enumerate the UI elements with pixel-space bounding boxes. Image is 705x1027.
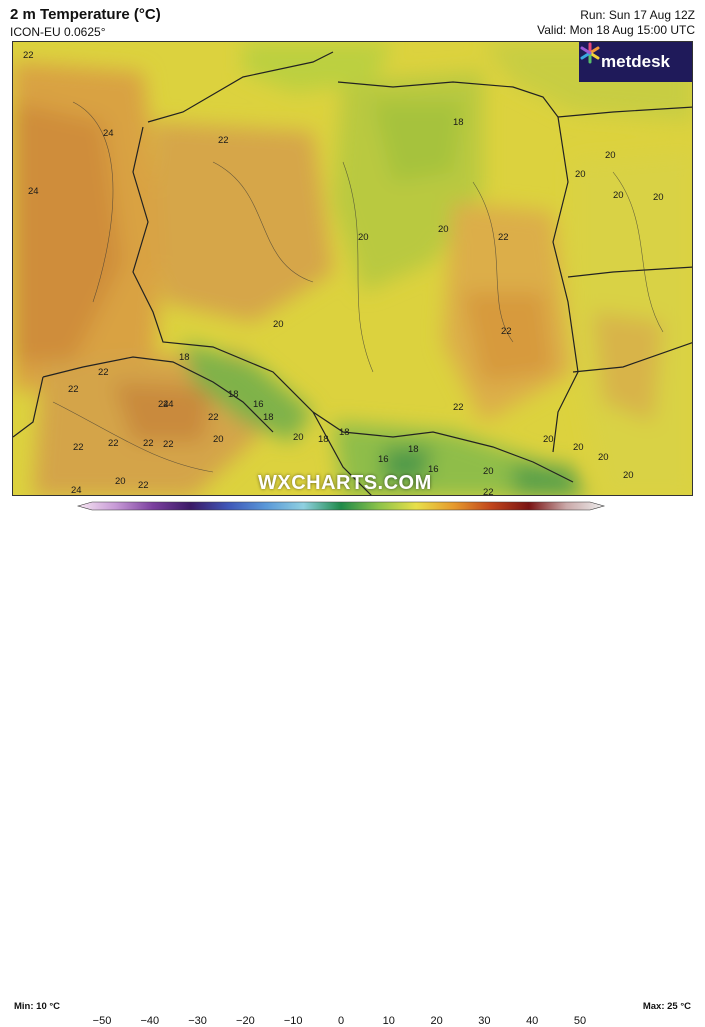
legend-bar [76, 501, 606, 511]
temperature-label: 22 [108, 438, 119, 449]
legend-tick: −30 [188, 1015, 207, 1027]
color-legend: Min: 10 °C Max: 25 °C −50 −40 −30 −20 −10 0 10… [0, 498, 705, 1027]
legend-tick: 30 [478, 1015, 491, 1027]
run-time: Run: Sun 17 Aug 12Z [580, 8, 695, 22]
temperature-label: 18 [318, 434, 329, 445]
temperature-label: 22 [98, 367, 109, 378]
temperature-label: 22 [163, 439, 174, 450]
temperature-label: 20 [483, 466, 494, 477]
temperature-label: 20 [613, 190, 624, 201]
temperature-label: 22 [483, 487, 494, 496]
legend-tick: 0 [337, 1015, 345, 1027]
header-left: 2 m Temperature (°C) ICON-EU 0.0625° [10, 6, 161, 40]
temperature-label: 16 [378, 454, 389, 465]
temperature-label: 20 [115, 476, 126, 487]
temperature-label: 20 [213, 434, 224, 445]
metdesk-logo: metdesk [579, 42, 692, 82]
map-canvas [13, 42, 692, 495]
temperature-label: 18 [339, 427, 350, 438]
legend-max: Max: 25 °C [642, 1001, 691, 1012]
temperature-label: 20 [358, 232, 369, 243]
temperature-label: 20 [623, 470, 634, 481]
temperature-label: 20 [573, 442, 584, 453]
legend-tick: 40 [526, 1015, 539, 1027]
temperature-label: 18 [408, 444, 419, 455]
wxcharts-watermark: WXCHARTS.COM [258, 472, 432, 494]
header-right: Run: Sun 17 Aug 12Z Valid: Mon 18 Aug 15… [537, 8, 695, 38]
temperature-label: 24 [71, 485, 82, 496]
temperature-label: 22 [143, 438, 154, 449]
temperature-label: 22 [23, 50, 34, 61]
temperature-label: 22 [218, 135, 229, 146]
legend-tick: −50 [92, 1015, 112, 1027]
temperature-label: 22 [68, 384, 79, 395]
legend-tick: 20 [430, 1015, 443, 1027]
temperature-label: 20 [575, 169, 586, 180]
temperature-label: 22 [208, 412, 219, 423]
temperature-label: 24 [28, 186, 39, 197]
metdesk-star-icon [580, 42, 600, 64]
temperature-label: 24 [103, 128, 114, 139]
temperature-label: 20 [438, 224, 449, 235]
temperature-label: 24 [163, 399, 174, 410]
temperature-label: 22 [138, 480, 149, 491]
temperature-label: 18 [453, 117, 464, 128]
temperature-label: 18 [228, 389, 239, 400]
temperature-label: 16 [428, 464, 439, 475]
legend-min: Min: 10 °C [14, 1001, 61, 1012]
metdesk-logo-text: metdesk [601, 52, 670, 71]
temperature-label: 18 [263, 412, 274, 423]
valid-time: Valid: Mon 18 Aug 15:00 UTC [537, 23, 695, 37]
temperature-label: 24 [158, 399, 169, 410]
temperature-label: 18 [179, 352, 190, 363]
legend-tick: 10 [382, 1015, 395, 1027]
temperature-label: 20 [605, 150, 616, 161]
model-name: ICON-EU 0.0625° [10, 25, 106, 39]
temperature-label: 16 [253, 399, 264, 410]
temperature-map: metdesk WXCHARTS.COM 22 24 24 22 18 20 20 20 20 2… [12, 41, 693, 496]
legend-tick: −20 [236, 1015, 255, 1027]
temperature-label: 20 [598, 452, 609, 463]
temperature-label: 20 [653, 192, 664, 203]
temperature-label: 22 [501, 326, 512, 337]
temperature-label: 22 [498, 232, 509, 243]
legend-tick: −40 [140, 1015, 160, 1027]
temperature-label: 22 [453, 402, 464, 413]
temperature-label: 20 [543, 434, 554, 445]
legend-tick: 50 [573, 1015, 587, 1027]
legend-tick: −10 [283, 1015, 303, 1027]
temperature-label: 20 [273, 319, 284, 330]
temperature-label: 22 [73, 442, 84, 453]
temperature-label: 20 [293, 432, 304, 443]
map-title: 2 m Temperature (°C) [10, 6, 161, 23]
